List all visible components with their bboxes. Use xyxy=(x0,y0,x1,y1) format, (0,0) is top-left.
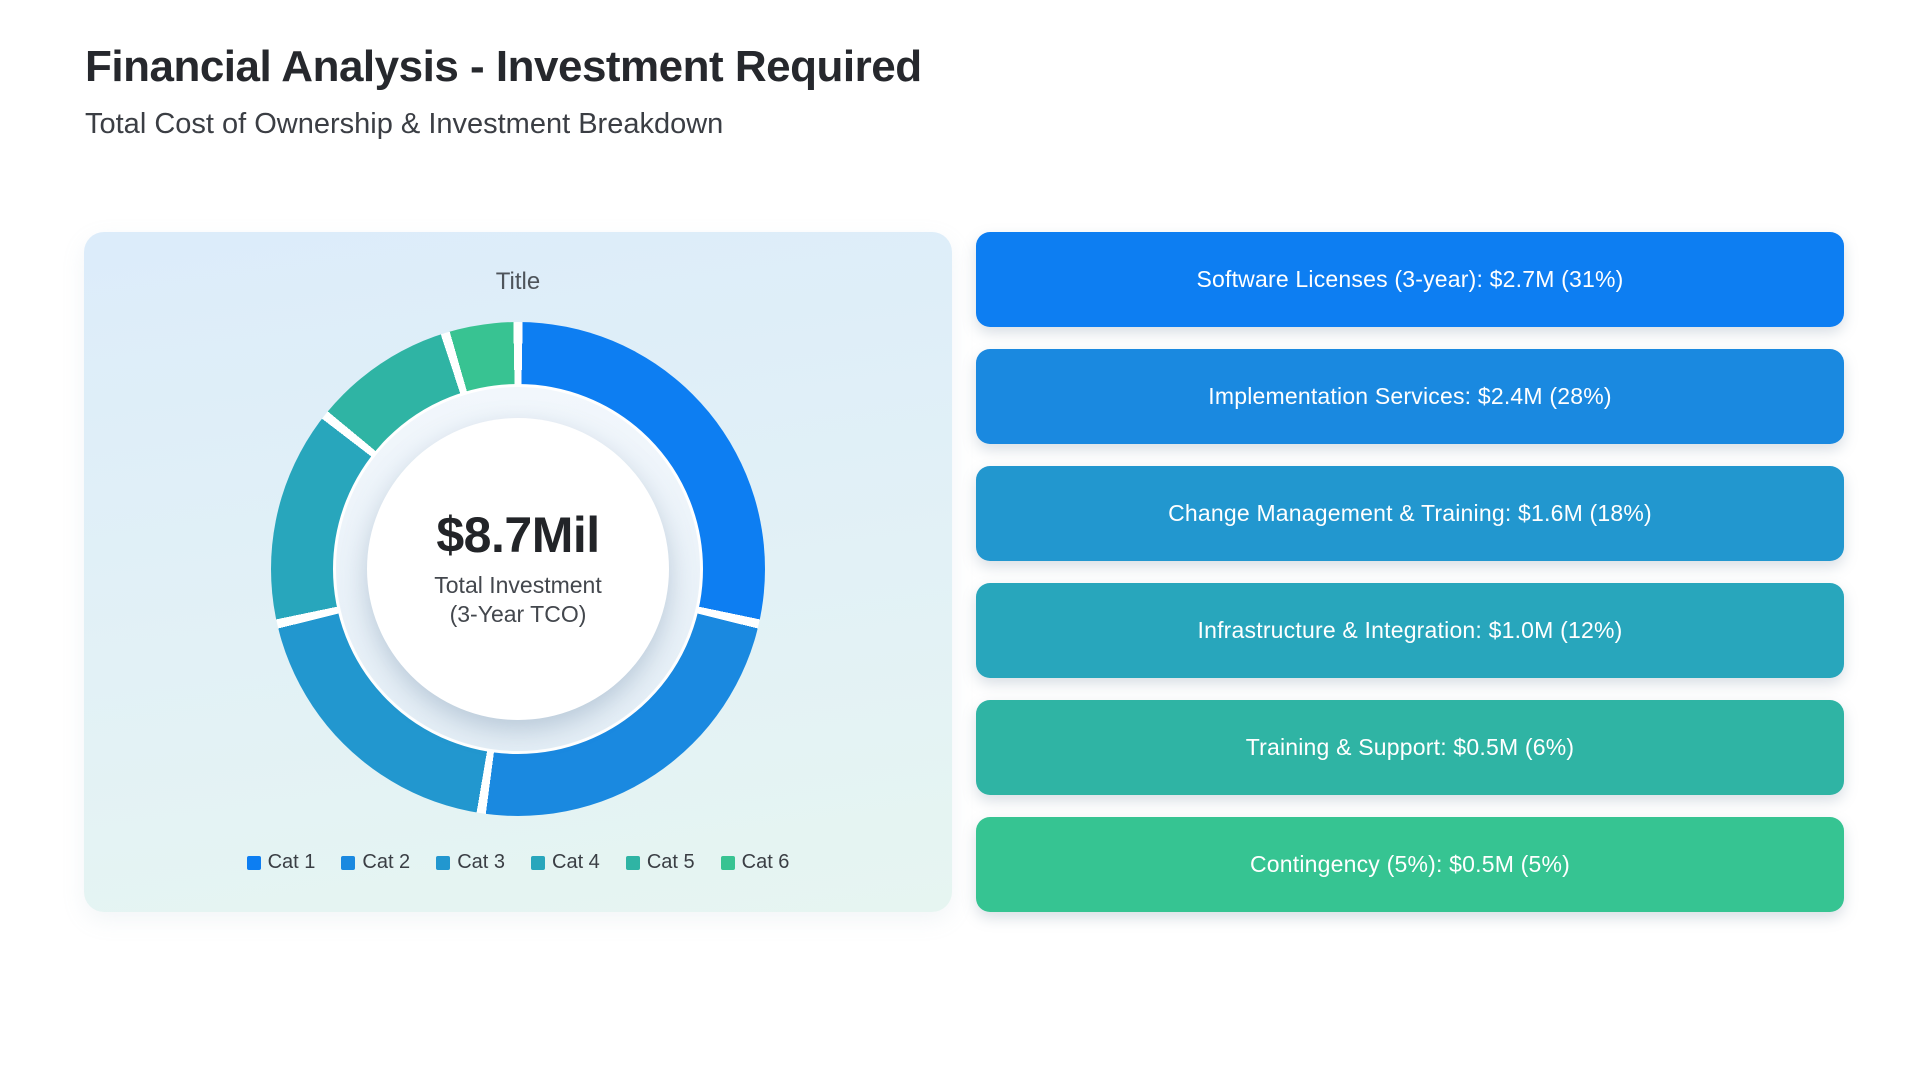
legend-label: Cat 6 xyxy=(741,851,790,873)
donut-center-label-line1: Total Investment xyxy=(434,572,602,599)
breakdown-bar-5: Training & Support: $0.5M (6%) xyxy=(976,700,1844,795)
chart-title: Title xyxy=(495,268,541,295)
legend-label: Cat 5 xyxy=(646,851,695,873)
legend-label: Cat 3 xyxy=(457,851,505,873)
legend-item: Cat 4 xyxy=(531,851,600,874)
breakdown-bar-label: Change Management & Training: $1.6M (18%… xyxy=(1168,500,1652,526)
breakdown-bar-label: Software Licenses (3-year): $2.7M (31%) xyxy=(1196,266,1624,292)
legend-item: Cat 3 xyxy=(436,851,505,874)
chart-legend: Cat 1 Cat 2 Cat 3 Cat 4 Cat 5 Cat 6 xyxy=(84,851,952,874)
legend-swatch xyxy=(246,855,261,870)
legend-swatch xyxy=(531,855,545,870)
page-subtitle: Total Cost of Ownership & Investment Bre… xyxy=(85,107,724,140)
breakdown-bars: Software Licenses (3-year): $2.7M (31%) I… xyxy=(976,232,1844,912)
breakdown-bar-4: Infrastructure & Integration: $1.0M (12%… xyxy=(976,583,1844,678)
breakdown-bar-label: Infrastructure & Integration: $1.0M (12%… xyxy=(1197,617,1623,643)
breakdown-bar-1: Software Licenses (3-year): $2.7M (31%) xyxy=(976,232,1844,327)
breakdown-bar-label: Training & Support: $0.5M (6%) xyxy=(1245,734,1575,760)
legend-item: Cat 5 xyxy=(625,851,695,874)
breakdown-bar-label: Contingency (5%): $0.5M (5%) xyxy=(1249,851,1571,877)
donut-center-value: $8.7Mil xyxy=(436,506,600,563)
legend-label: Cat 1 xyxy=(267,851,316,873)
legend-swatch xyxy=(625,855,640,870)
breakdown-bar-6: Contingency (5%): $0.5M (5%) xyxy=(976,817,1844,912)
legend-swatch xyxy=(341,855,356,870)
content-area: Title $8.7Mil Total Investment (3-Year T… xyxy=(84,232,1844,912)
donut-center-label: Total Investment (3-Year TCO) xyxy=(434,571,601,629)
donut-chart: $8.7Mil Total Investment (3-Year TCO) xyxy=(271,321,765,816)
chart-card: Title $8.7Mil Total Investment (3-Year T… xyxy=(84,232,952,912)
donut-center: $8.7Mil Total Investment (3-Year TCO) xyxy=(367,417,669,720)
legend-item: Cat 1 xyxy=(246,851,316,874)
breakdown-bar-2: Implementation Services: $2.4M (28%) xyxy=(976,349,1844,444)
page-header: Financial Analysis - Investment Required… xyxy=(85,42,922,141)
legend-item: Cat 2 xyxy=(341,851,410,874)
breakdown-bar-label: Implementation Services: $2.4M (28%) xyxy=(1208,383,1612,409)
page-title: Financial Analysis - Investment Required xyxy=(85,42,922,91)
donut-center-label-line2: (3-Year TCO) xyxy=(449,601,587,628)
legend-swatch xyxy=(720,855,735,870)
legend-item: Cat 6 xyxy=(720,851,790,874)
legend-swatch xyxy=(436,855,451,870)
breakdown-bar-3: Change Management & Training: $1.6M (18%… xyxy=(976,466,1844,561)
legend-label: Cat 4 xyxy=(552,851,600,873)
legend-label: Cat 2 xyxy=(362,851,411,873)
